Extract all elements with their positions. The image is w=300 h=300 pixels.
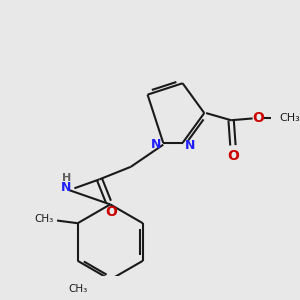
Text: N: N [151, 138, 161, 151]
Text: O: O [105, 206, 117, 220]
Text: N: N [61, 181, 71, 194]
Text: CH₃: CH₃ [68, 284, 88, 295]
Text: O: O [227, 149, 239, 163]
Text: H: H [62, 172, 71, 182]
Text: CH₃: CH₃ [34, 214, 53, 224]
Text: CH₃: CH₃ [280, 113, 300, 123]
Text: N: N [184, 139, 195, 152]
Text: O: O [252, 111, 264, 125]
